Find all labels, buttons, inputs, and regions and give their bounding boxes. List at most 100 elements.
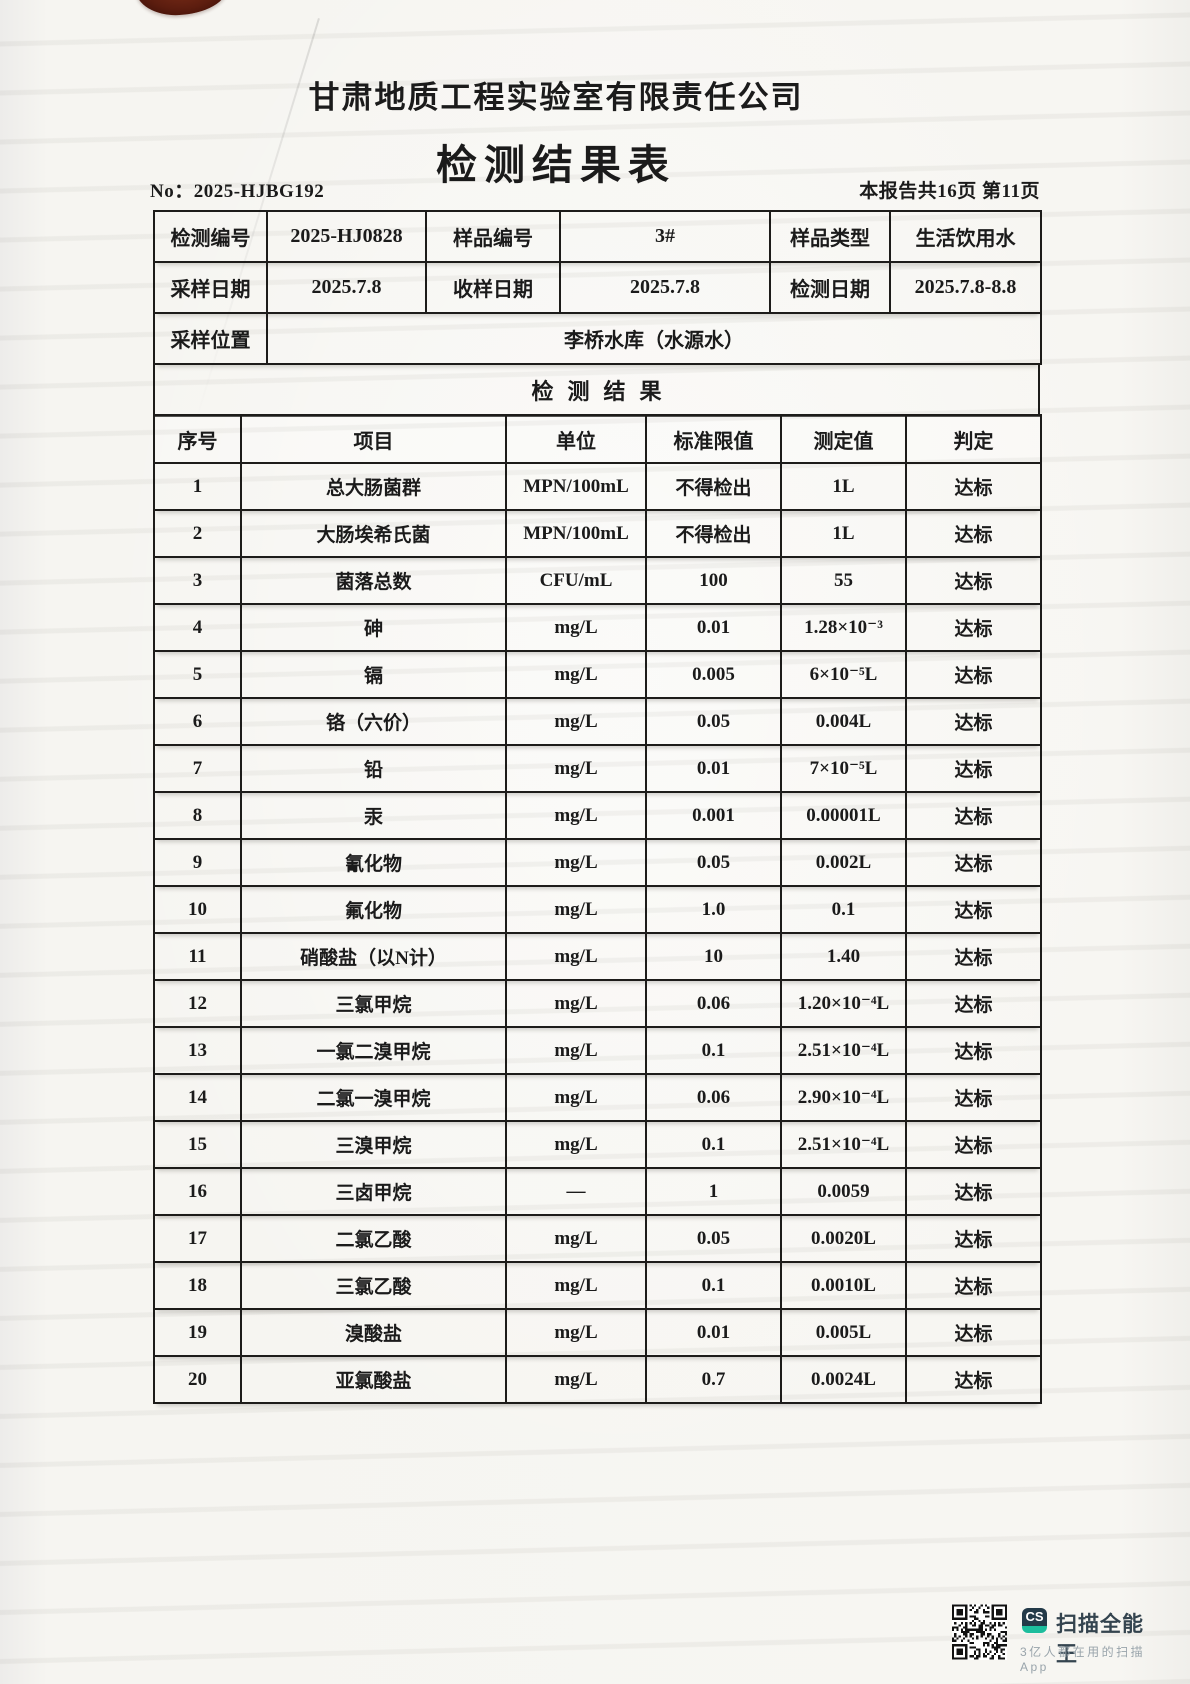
cell-measured: 2.90×10⁻⁴L [780, 1073, 907, 1123]
cell-verdict: 达标 [905, 932, 1042, 982]
cell-limit: 1.0 [645, 885, 782, 935]
cell-item: 亚氯酸盐 [240, 1355, 507, 1405]
cell-verdict: 达标 [905, 1073, 1042, 1123]
cell-unit: mg/L [505, 1026, 647, 1076]
receive-date-label: 收样日期 [425, 261, 561, 314]
scanner-app-tagline: 3亿人都在用的扫描App [1020, 1645, 1146, 1674]
cell-verdict: 达标 [905, 1120, 1042, 1170]
cell-limit: 0.06 [645, 1073, 782, 1123]
col-unit: 单位 [505, 414, 647, 465]
cell-seq: 20 [153, 1355, 242, 1405]
cell-seq: 17 [153, 1214, 242, 1264]
cell-item: 二氯一溴甲烷 [240, 1073, 507, 1123]
cell-item: 铬（六价） [240, 697, 507, 747]
result-row: 1 总大肠菌群 MPN/100mL 不得检出 1L 达标 [153, 462, 1042, 512]
test-no-label: 检测编号 [153, 210, 268, 263]
result-row: 9 氰化物 mg/L 0.05 0.002L 达标 [153, 838, 1042, 888]
info-row-2: 采样日期 2025.7.8 收样日期 2025.7.8 检测日期 2025.7.… [153, 261, 1042, 314]
cell-item: 镉 [240, 650, 507, 700]
cell-item: 菌落总数 [240, 556, 507, 606]
cell-limit: 0.1 [645, 1026, 782, 1076]
cell-limit: 10 [645, 932, 782, 982]
cell-item: 溴酸盐 [240, 1308, 507, 1358]
cell-verdict: 达标 [905, 556, 1042, 606]
cell-verdict: 达标 [905, 1026, 1042, 1076]
cell-unit: mg/L [505, 1308, 647, 1358]
cell-measured: 1L [780, 462, 907, 512]
cell-verdict: 达标 [905, 791, 1042, 841]
cell-limit: 0.01 [645, 744, 782, 794]
cell-seq: 12 [153, 979, 242, 1029]
cell-item: 三氯乙酸 [240, 1261, 507, 1311]
receive-date-value: 2025.7.8 [559, 261, 771, 314]
location-value: 李桥水库（水源水） [266, 312, 1042, 365]
cell-unit: mg/L [505, 744, 647, 794]
report-title: 检测结果表 [436, 142, 676, 188]
cell-seq: 9 [153, 838, 242, 888]
result-row: 2 大肠埃希氏菌 MPN/100mL 不得检出 1L 达标 [153, 509, 1042, 559]
col-measured: 测定值 [780, 414, 907, 465]
cell-limit: 0.06 [645, 979, 782, 1029]
results-table: 序号 项目 单位 标准限值 测定值 判定 1 总大肠菌群 MPN/100mL 不得检出… [153, 414, 1042, 1405]
cell-limit: 0.005 [645, 650, 782, 700]
cell-verdict: 达标 [905, 1308, 1042, 1358]
cell-seq: 11 [153, 932, 242, 982]
cell-measured: 55 [780, 556, 907, 606]
cell-measured: 0.0020L [780, 1214, 907, 1264]
cell-unit: CFU/mL [505, 556, 647, 606]
cell-unit: MPN/100mL [505, 462, 647, 512]
page-indicator: 本报告共16页 第11页 [859, 181, 1040, 202]
cell-limit: 0.05 [645, 838, 782, 888]
cell-measured: 0.005L [780, 1308, 907, 1358]
result-row: 17 二氯乙酸 mg/L 0.05 0.0020L 达标 [153, 1214, 1042, 1264]
results-header-row: 序号 项目 单位 标准限值 测定值 判定 [153, 414, 1042, 465]
cell-item: 三卤甲烷 [240, 1167, 507, 1217]
scanner-app-name: 扫描全能王 [1056, 1613, 1144, 1666]
cell-seq: 7 [153, 744, 242, 794]
cell-seq: 19 [153, 1308, 242, 1358]
cell-seq: 16 [153, 1167, 242, 1217]
test-date-value: 2025.7.8-8.8 [889, 261, 1042, 314]
cell-seq: 8 [153, 791, 242, 841]
cell-verdict: 达标 [905, 603, 1042, 653]
result-row: 11 硝酸盐（以N计） mg/L 10 1.40 达标 [153, 932, 1042, 982]
result-row: 14 二氯一溴甲烷 mg/L 0.06 2.90×10⁻⁴L 达标 [153, 1073, 1042, 1123]
cell-limit: 0.01 [645, 1308, 782, 1358]
col-limit: 标准限值 [645, 414, 782, 465]
result-row: 16 三卤甲烷 —1 0.0059 达标 [153, 1167, 1042, 1217]
cell-measured: 0.0024L [780, 1355, 907, 1405]
cell-item: 三溴甲烷 [240, 1120, 507, 1170]
cell-verdict: 达标 [905, 650, 1042, 700]
test-no-value: 2025-HJ0828 [266, 210, 427, 263]
cell-item: 三氯甲烷 [240, 979, 507, 1029]
result-row: 6 铬（六价） mg/L 0.05 0.004L 达标 [153, 697, 1042, 747]
results-section-title: 检测结果 [153, 362, 1040, 417]
cell-verdict: 达标 [905, 885, 1042, 935]
tables-container: 检测编号 2025-HJ0828 样品编号 3# 样品类型 生活饮用水 采样日期… [153, 210, 1042, 1405]
report-number: No：2025-HJBG192 [150, 181, 325, 202]
cell-measured: 2.51×10⁻⁴L [780, 1120, 907, 1170]
meta-row: No：2025-HJBG192 本报告共16页 第11页 [150, 176, 1040, 203]
cell-unit: mg/L [505, 932, 647, 982]
info-row-3: 采样位置 李桥水库（水源水） [153, 312, 1042, 365]
cell-limit: 0.1 [645, 1261, 782, 1311]
cell-limit: 0.1 [645, 1120, 782, 1170]
cell-unit: mg/L [505, 979, 647, 1029]
result-row: 12 三氯甲烷 mg/L 0.06 1.20×10⁻⁴L 达标 [153, 979, 1042, 1029]
cell-seq: 10 [153, 885, 242, 935]
result-row: 4 砷 mg/L 0.01 1.28×10⁻³ 达标 [153, 603, 1042, 653]
cell-item: 氟化物 [240, 885, 507, 935]
cell-seq: 18 [153, 1261, 242, 1311]
location-label: 采样位置 [153, 312, 268, 365]
cell-unit: mg/L [505, 603, 647, 653]
cell-measured: 0.004L [780, 697, 907, 747]
cell-limit: 0.7 [645, 1355, 782, 1405]
cell-verdict: 达标 [905, 509, 1042, 559]
result-row: 13 一氯二溴甲烷 mg/L 0.1 2.51×10⁻⁴L 达标 [153, 1026, 1042, 1076]
cell-verdict: 达标 [905, 462, 1042, 512]
result-row: 7 铅 mg/L 0.01 7×10⁻⁵L 达标 [153, 744, 1042, 794]
cell-limit: 1 [645, 1167, 782, 1217]
cell-item: 硝酸盐（以N计） [240, 932, 507, 982]
cell-unit: mg/L [505, 1261, 647, 1311]
cell-seq: 1 [153, 462, 242, 512]
